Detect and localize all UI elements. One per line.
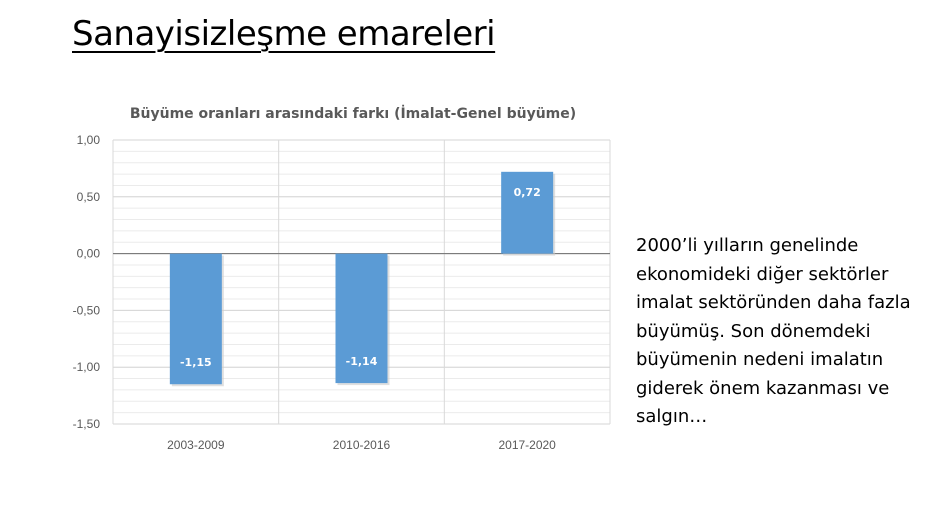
slide-body-text: 2000’li yılların genelinde ekonomideki d… [636,235,911,427]
y-tick-label: -1,50 [73,417,101,431]
y-tick-label: 0,00 [77,247,101,261]
data-label: -1,15 [180,356,212,369]
slide-title: Sanayisizleşme emareleri [72,14,496,54]
bar [169,253,222,385]
bar [501,171,554,254]
x-category-label: 2017-2020 [498,438,556,452]
y-tick-label: 0,50 [77,190,101,204]
y-tick-label: 1,00 [77,133,101,147]
chart-title: Büyüme oranları arasındaki farkı (İmalat… [129,106,577,122]
y-tick-label: -0,50 [73,303,101,317]
bar [335,253,388,384]
data-label: 0,72 [514,186,541,199]
y-tick-label: -1,00 [73,360,101,374]
x-category-label: 2003-2009 [167,438,225,452]
data-label: -1,14 [346,355,378,368]
x-category-label: 2010-2016 [333,438,391,452]
